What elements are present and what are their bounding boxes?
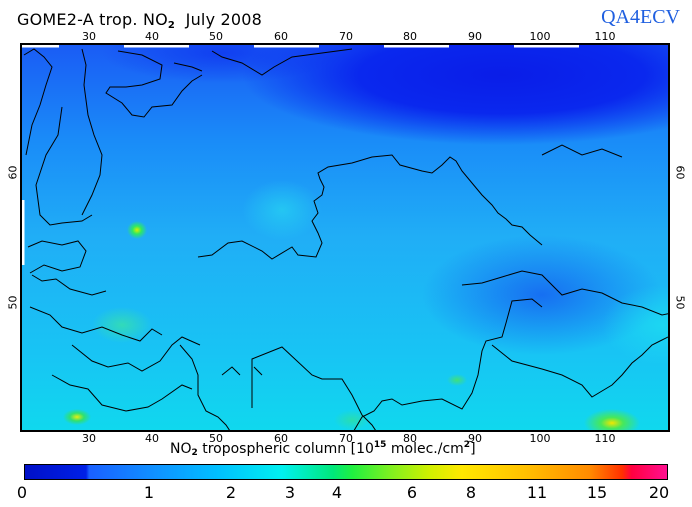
lat-label-right: 60 xyxy=(673,165,687,180)
lon-label-bottom: 60 xyxy=(274,432,288,445)
lon-label-bottom: 70 xyxy=(339,432,353,445)
lon-label-bottom: 90 xyxy=(468,432,482,445)
colorbar-tick: 4 xyxy=(331,483,343,502)
colorbar-tick: 8 xyxy=(465,483,477,502)
brand-logo: QA4ECV xyxy=(601,6,680,28)
lat-label-left: 60 xyxy=(6,165,20,180)
colorbar-tick: 0 xyxy=(16,483,28,502)
colorbar-tick: 1 xyxy=(143,483,155,502)
lon-label-top: 80 xyxy=(403,30,417,43)
colorbar-tick: 11 xyxy=(526,483,548,502)
lon-label-top: 40 xyxy=(145,30,159,43)
lon-label-bottom: 50 xyxy=(209,432,223,445)
lon-label-top: 110 xyxy=(594,30,616,43)
colorbar-tick: 20 xyxy=(648,483,670,502)
lon-label-bottom: 100 xyxy=(529,432,551,445)
lon-label-top: 90 xyxy=(468,30,482,43)
no2-map xyxy=(20,43,670,432)
lon-label-bottom: 110 xyxy=(594,432,616,445)
colorbar-label: NO2 tropospheric column [1015 molec./cm2… xyxy=(170,440,476,458)
lon-label-top: 70 xyxy=(339,30,353,43)
lon-label-top: 50 xyxy=(209,30,223,43)
colorbar-tick: 3 xyxy=(284,483,296,502)
lat-label-right: 50 xyxy=(673,295,687,310)
lon-label-bottom: 40 xyxy=(145,432,159,445)
lon-label-top: 30 xyxy=(82,30,96,43)
colorbar-tick: 6 xyxy=(406,483,418,502)
lon-label-top: 100 xyxy=(529,30,551,43)
map-title: GOME2-A trop. NO2 July 2008 xyxy=(17,10,263,31)
colorbar-tick: 2 xyxy=(225,483,237,502)
country-borders xyxy=(22,45,668,430)
lon-label-top: 60 xyxy=(274,30,288,43)
colorbar xyxy=(24,464,668,480)
lon-label-bottom: 30 xyxy=(82,432,96,445)
lat-label-left: 50 xyxy=(6,295,20,310)
lon-label-bottom: 80 xyxy=(403,432,417,445)
colorbar-tick: 15 xyxy=(586,483,608,502)
